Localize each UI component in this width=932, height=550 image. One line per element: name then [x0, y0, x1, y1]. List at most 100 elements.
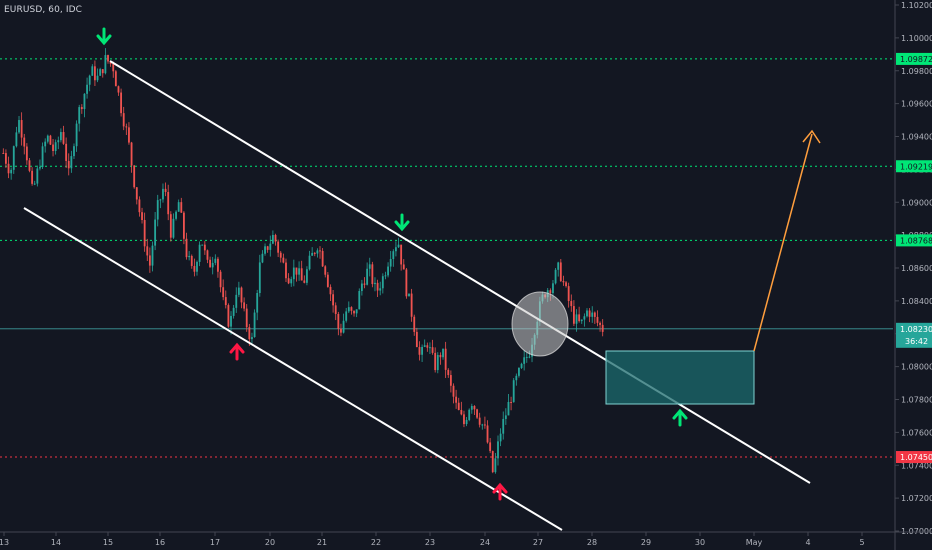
price-tick-label: 1.07800 [901, 396, 932, 405]
candle-body [379, 288, 382, 291]
candle-body [107, 55, 109, 62]
candle-body [167, 192, 170, 215]
price-tick-label: 1.09400 [901, 133, 932, 142]
candle-body [196, 261, 198, 272]
candle-body [282, 257, 285, 263]
candle-body [504, 415, 507, 419]
breakout-highlight [511, 291, 569, 357]
candle-body [112, 63, 115, 72]
candle-body [162, 188, 164, 200]
candle-body [478, 417, 481, 425]
candle-body [431, 347, 434, 353]
candle-body [237, 287, 240, 295]
candle-body [217, 258, 219, 272]
candle-body [2, 152, 5, 154]
candle-body [125, 126, 128, 128]
time-tick-label: 16 [155, 538, 165, 547]
candle-body [426, 345, 429, 348]
candle-body [240, 287, 243, 303]
candle-body [570, 301, 573, 307]
time-tick-label: 29 [641, 538, 651, 547]
candle-body [232, 307, 235, 316]
candle-body [557, 262, 560, 270]
time-axis[interactable]: 13 14 15 16 17 20 21 22 23 24 27 28 29 30 May 4 5 [0, 531, 932, 547]
candle-body [324, 266, 327, 275]
candle-body [138, 199, 141, 213]
candle-body [36, 168, 39, 184]
candle-body [455, 396, 458, 403]
candle-body [277, 241, 280, 253]
candle-body [164, 188, 167, 193]
candle-body [253, 312, 256, 338]
candle-body [549, 290, 552, 294]
candle-body [54, 142, 57, 152]
candle-body [122, 113, 125, 127]
candle-body [313, 252, 316, 254]
candle-body [117, 86, 120, 93]
candle-body [444, 348, 447, 370]
candle-body [133, 165, 136, 188]
candle-body [198, 244, 201, 262]
candlesticks [2, 48, 604, 474]
candle-body [209, 259, 211, 268]
candle-body [285, 262, 287, 279]
up-arrow-icon [492, 482, 508, 501]
candle-body [256, 293, 259, 313]
candle-body [264, 246, 266, 254]
candle-body [423, 345, 426, 347]
candle-body [518, 367, 520, 376]
candle-body [410, 293, 413, 317]
price-tick-label: 1.08400 [901, 297, 932, 306]
candle-body [88, 75, 91, 85]
candle-body [91, 66, 94, 76]
candle-body [491, 451, 494, 473]
candle-body [251, 337, 253, 340]
candle-body [311, 252, 314, 256]
candle-body [10, 169, 13, 174]
candle-body [15, 132, 18, 147]
candle-body [243, 302, 246, 309]
candle-body [468, 409, 471, 420]
candle-body [376, 282, 379, 291]
candle-body [104, 55, 107, 74]
candle-body [206, 250, 209, 260]
price-tick-label: 1.09800 [901, 67, 932, 76]
drawings [23, 27, 821, 531]
candle-body [190, 255, 193, 266]
candle-body [565, 282, 567, 287]
level-tag [896, 451, 932, 464]
candle-body [188, 255, 191, 258]
candle-body [203, 244, 206, 251]
candle-body [298, 268, 300, 275]
candle-body [392, 251, 395, 260]
candle-body [507, 401, 510, 416]
candle-body [287, 278, 290, 284]
candle-body [510, 401, 512, 403]
candle-body [308, 255, 311, 270]
candle-body [18, 120, 20, 133]
candle-body [345, 311, 348, 321]
candle-body [520, 363, 523, 368]
candle-body [583, 316, 586, 320]
candle-body [355, 309, 358, 314]
candle-body [460, 409, 463, 415]
up-arrow-icon [229, 342, 245, 361]
candle-body [222, 287, 225, 298]
candle-body [70, 156, 73, 169]
candle-body [465, 419, 468, 425]
candle-body [395, 247, 397, 252]
candle-body [593, 312, 596, 317]
channel-lower-line [23, 207, 563, 531]
candle-body [562, 281, 565, 283]
candle-body [41, 146, 44, 168]
candle-body [46, 135, 49, 142]
time-tick-label: May [746, 538, 763, 547]
candle-body [135, 187, 138, 200]
price-axis[interactable]: 1.10200 1.10000 1.09800 1.09600 1.09400 1.092… [894, 0, 932, 550]
candle-body [154, 219, 157, 246]
candle-body [515, 375, 518, 381]
candle-body [39, 167, 41, 169]
candle-body [78, 107, 81, 124]
candle-body [452, 385, 455, 397]
